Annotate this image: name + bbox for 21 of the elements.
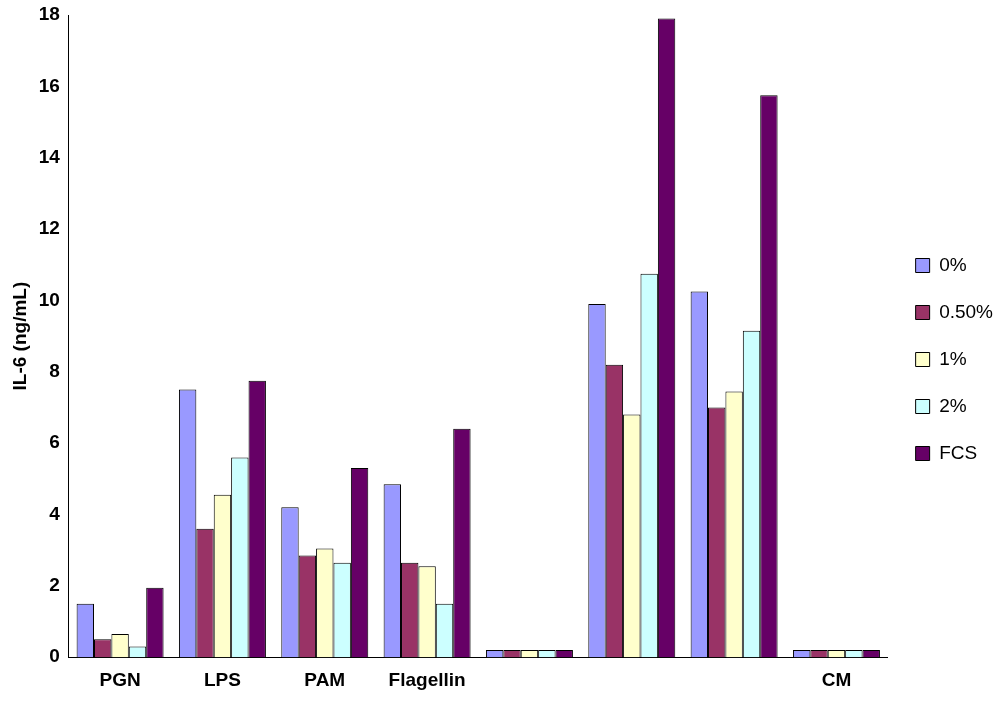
x-tick-label: PAM (304, 668, 346, 690)
x-tick-label: CM (821, 668, 852, 690)
y-tick-label: 0 (49, 645, 60, 667)
y-tick-label: 14 (38, 145, 61, 167)
y-tick-label: 10 (38, 288, 60, 310)
y-tick-label: 4 (49, 502, 61, 524)
y-axis-title: IL-6 (ng/mL) (8, 281, 30, 391)
legend-label: 2% (939, 394, 967, 416)
legend-label: FCS (939, 441, 978, 463)
y-tick-label: 18 (38, 3, 60, 25)
x-tick-label: PGN (99, 668, 141, 690)
legend-label: 0% (939, 253, 967, 275)
y-tick-label: 16 (38, 74, 60, 96)
y-tick-label: 8 (49, 360, 60, 382)
x-tick-label: Flagellin (388, 668, 466, 690)
x-tick-label: LPS (203, 668, 241, 690)
y-tick-label: 6 (49, 431, 60, 453)
y-tick-label: 12 (38, 217, 60, 239)
legend-label: 1% (939, 347, 967, 369)
legend-label: 0.50% (939, 300, 994, 322)
y-tick-label: 2 (49, 574, 60, 596)
